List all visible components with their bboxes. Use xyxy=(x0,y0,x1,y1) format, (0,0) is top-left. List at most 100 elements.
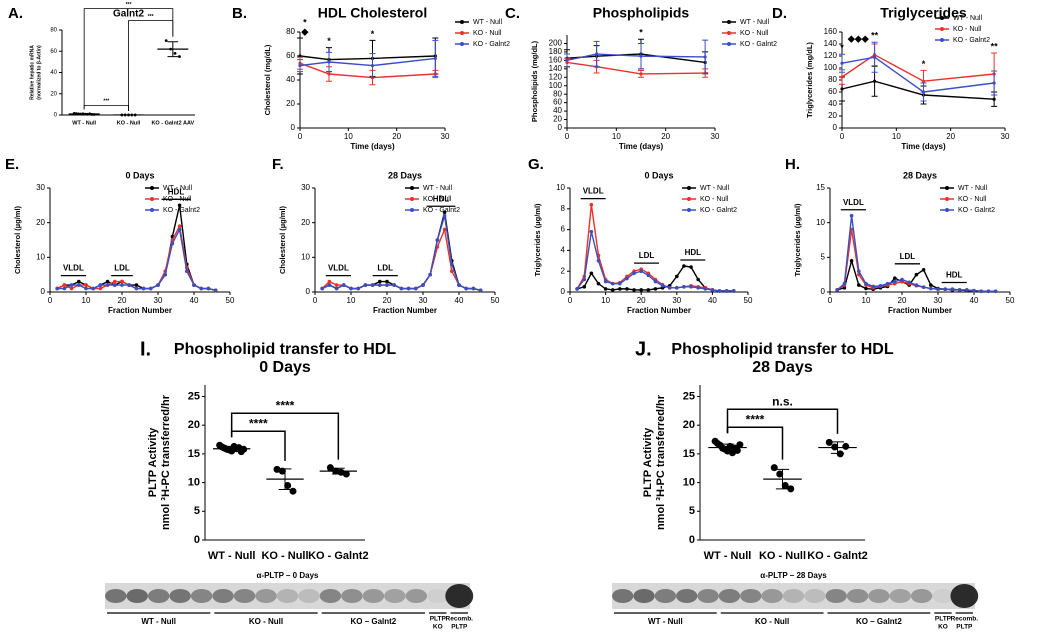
chart-title: HDL Cholesterol xyxy=(318,5,427,21)
y-tick-label: 0 xyxy=(833,123,838,132)
y-axis-label: Cholesterol (mg/dL) xyxy=(263,44,272,115)
chart-title: Phospholipid transfer to HDL xyxy=(671,341,893,358)
y-tick-label: 20 xyxy=(188,419,200,431)
legend-label: KO - Null xyxy=(163,196,192,203)
data-point xyxy=(134,286,139,291)
blot-band xyxy=(427,589,449,603)
data-point xyxy=(278,467,286,475)
data-point xyxy=(618,287,622,291)
panel-letter: F. xyxy=(272,156,284,173)
x-tick-label: 50 xyxy=(1006,296,1015,305)
series-line xyxy=(299,55,436,61)
legend-marker xyxy=(940,16,944,20)
blot-group-label: PLTP xyxy=(956,624,973,631)
data-point xyxy=(957,288,962,292)
data-point xyxy=(610,281,615,286)
data-point xyxy=(342,470,350,478)
data-point xyxy=(921,285,926,289)
data-point xyxy=(385,283,389,287)
y-tick-label: 160 xyxy=(549,55,563,64)
region-label: HDL xyxy=(946,271,963,280)
blot-band xyxy=(676,589,698,603)
y-tick-label: 10 xyxy=(36,252,45,261)
data-point xyxy=(105,283,110,287)
series-line xyxy=(836,229,996,293)
data-point xyxy=(781,481,789,489)
series-line xyxy=(321,227,481,291)
x-tick-label: 50 xyxy=(744,296,753,305)
error-bar xyxy=(331,467,345,475)
series-line xyxy=(841,80,995,100)
legend-label: WT - Null xyxy=(953,15,982,22)
y-tick-label: 0 xyxy=(821,287,826,296)
blot-band xyxy=(718,589,741,603)
blot-band xyxy=(255,589,277,603)
region-label: HDL xyxy=(168,187,185,196)
blot-band xyxy=(633,589,655,603)
blot-group-label: PLTP xyxy=(430,616,447,623)
y-tick-label: 5 xyxy=(821,252,826,261)
y-tick-label: 20 xyxy=(553,115,562,124)
data-point xyxy=(478,288,483,293)
region-label: HDL xyxy=(685,248,702,257)
blot-band xyxy=(825,589,847,603)
data-point xyxy=(885,281,890,286)
chart-title: Phospholipid transfer to HDL xyxy=(174,341,396,358)
data-point xyxy=(689,265,693,269)
series-line xyxy=(836,215,996,293)
y-tick-label: 0 xyxy=(54,113,58,119)
data-point xyxy=(840,87,844,91)
panel-letter: C. xyxy=(505,5,520,22)
data-point xyxy=(421,283,425,287)
error-bar xyxy=(830,441,845,454)
legend-label: KO - Null xyxy=(423,196,452,203)
blot-group-label: KO - Null xyxy=(249,617,283,626)
significance-mark: ** xyxy=(991,41,999,51)
data-point xyxy=(703,287,708,291)
data-point xyxy=(840,61,844,65)
significance-bracket xyxy=(128,20,174,111)
y-tick-label: 15 xyxy=(683,448,695,460)
blot-band xyxy=(846,589,869,603)
data-point xyxy=(177,224,182,228)
data-point xyxy=(399,286,404,291)
data-point xyxy=(840,75,844,79)
data-point xyxy=(653,279,658,284)
y-tick-label: 100 xyxy=(824,63,838,72)
data-point xyxy=(392,283,397,287)
data-point xyxy=(178,55,181,58)
data-point xyxy=(55,286,59,291)
legend-label: KO - Null xyxy=(958,196,987,203)
data-point xyxy=(173,51,177,55)
significance-mark: * xyxy=(639,28,643,38)
y-tick-label: 40 xyxy=(828,99,837,108)
data-point xyxy=(710,288,715,292)
data-point xyxy=(893,279,897,284)
data-point xyxy=(435,238,440,242)
data-point xyxy=(349,286,353,291)
data-point xyxy=(921,79,926,83)
y-tick-label: 20 xyxy=(50,91,57,97)
region-label: VLDL xyxy=(63,264,84,273)
x-tick-label: KO - Null xyxy=(759,550,806,562)
error-bar xyxy=(225,445,239,452)
y-tick-label: 160 xyxy=(824,27,838,36)
significance-label: n.s. xyxy=(772,394,793,408)
chart-title: Phospholipids xyxy=(593,5,690,21)
y-axis-label: (normalized to β-Actin) xyxy=(36,45,42,100)
data-point xyxy=(907,280,911,285)
legend-label: WT - Null xyxy=(958,185,987,192)
y-tick-label: 60 xyxy=(50,49,57,55)
blot-title: α-PLTP – 28 Days xyxy=(760,571,827,580)
data-point xyxy=(69,286,74,291)
significance-mark: ◆ xyxy=(300,26,309,36)
y-tick-label: 5 xyxy=(194,505,200,517)
blot-group-label: KO xyxy=(938,624,948,631)
blot-band xyxy=(889,589,911,603)
legend-label: KO - Null xyxy=(700,196,729,203)
data-point xyxy=(471,286,476,291)
y-tick-label: 10 xyxy=(816,218,825,227)
series-line xyxy=(56,205,216,291)
data-point xyxy=(363,283,368,287)
y-tick-label: 10 xyxy=(556,183,565,192)
